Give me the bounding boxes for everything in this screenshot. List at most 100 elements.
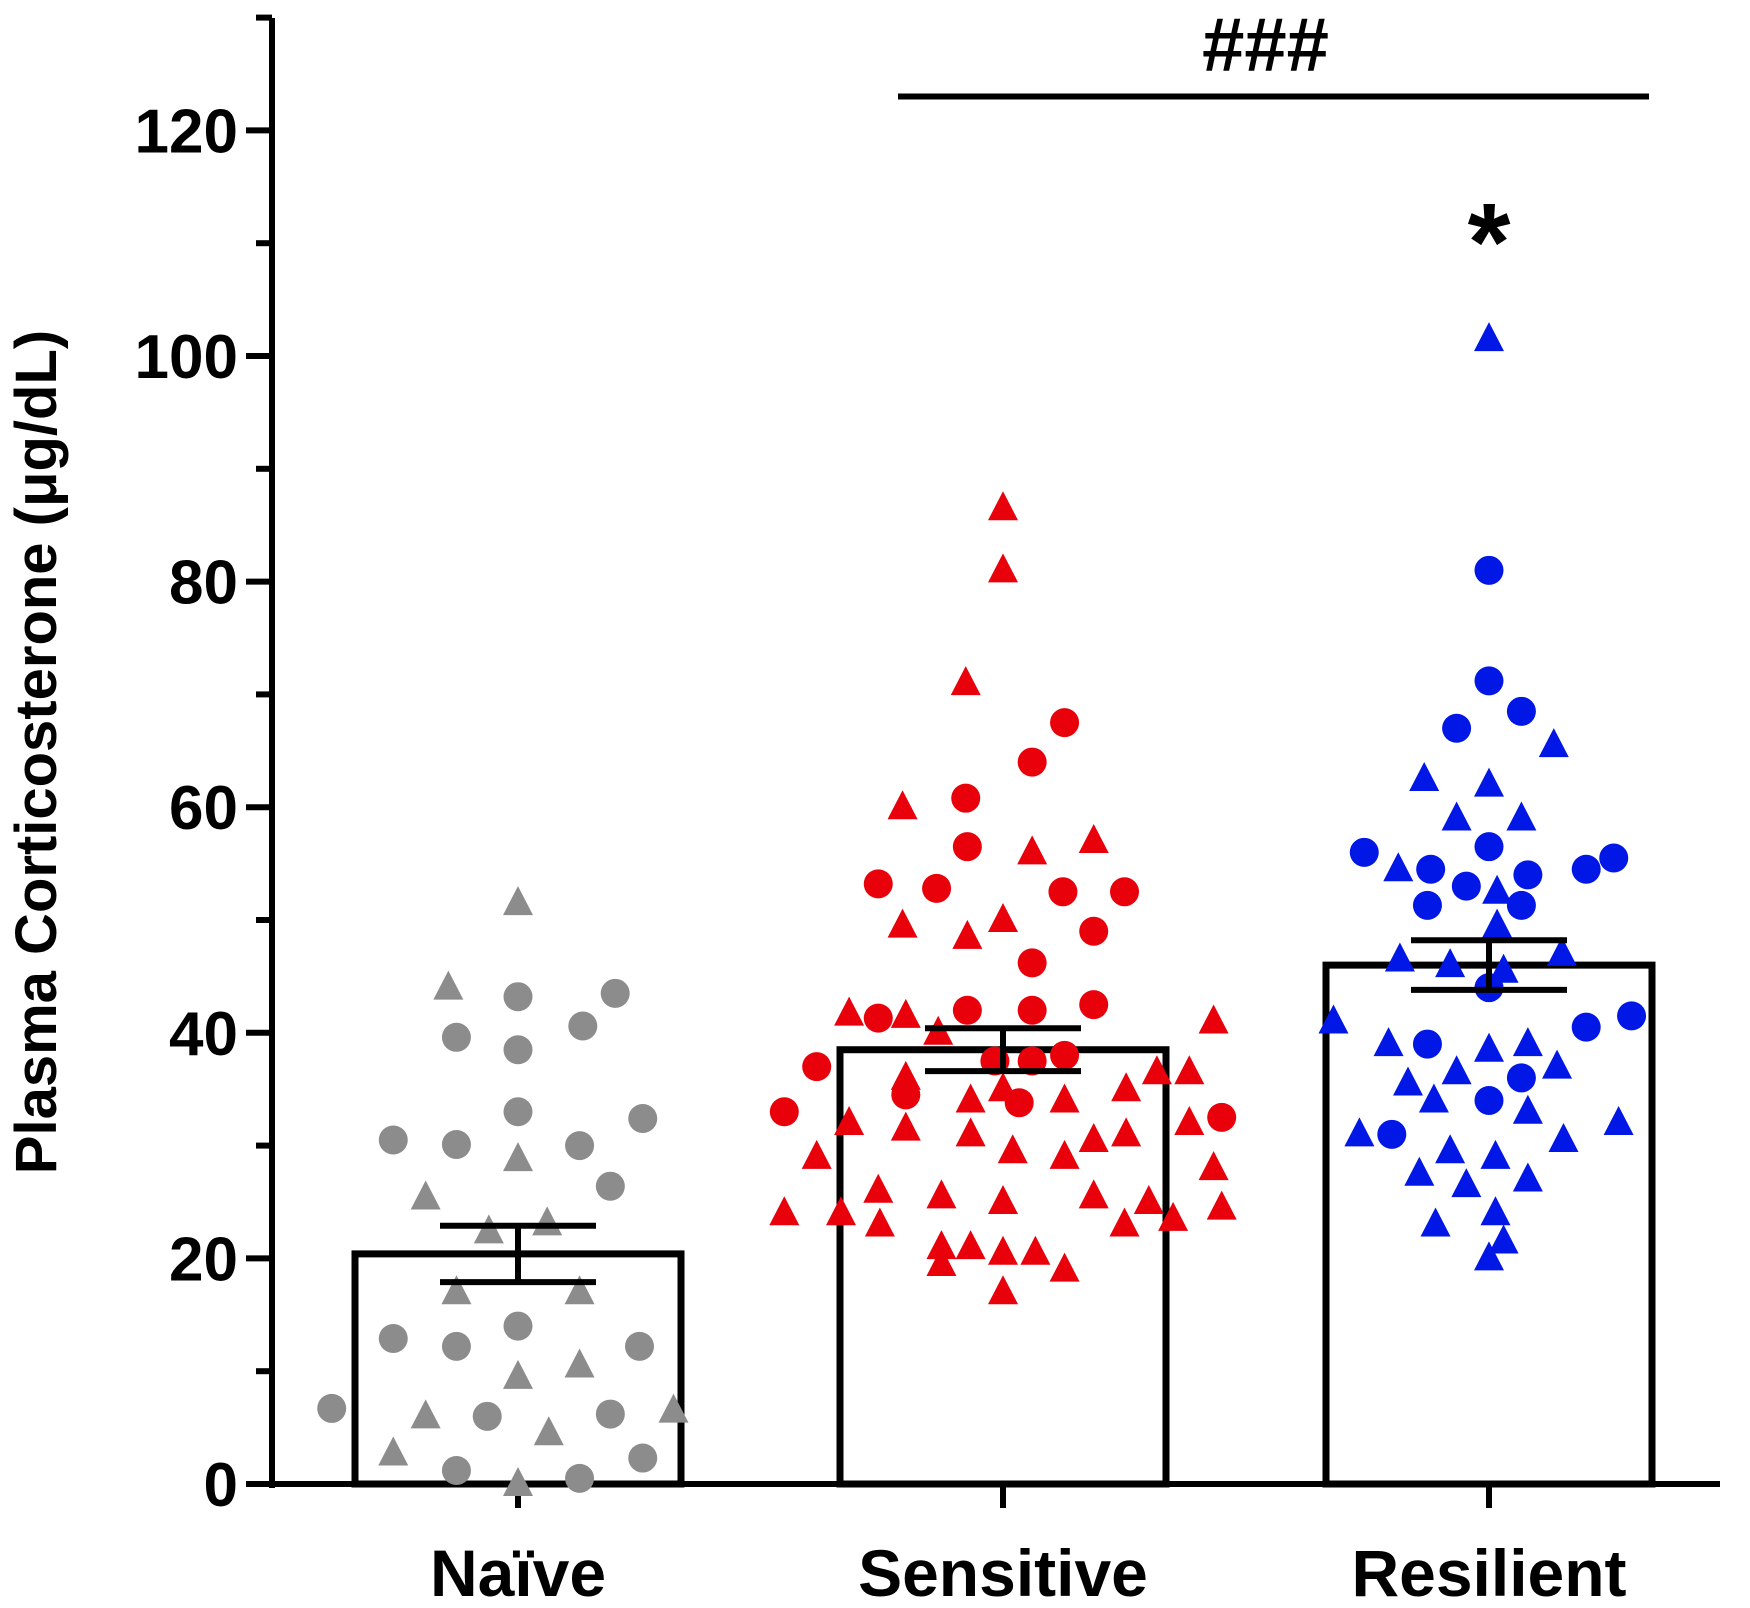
data-point-triangle [1482,908,1513,938]
data-point-triangle [955,1117,986,1147]
data-point-circle [802,1052,832,1082]
data-point-circle [625,1331,654,1361]
data-point-triangle [1078,824,1109,854]
bar [836,1046,1170,1488]
y-tick-label: 120 [135,97,238,166]
data-point-triangle [1198,1151,1229,1181]
data-point-circle [1017,747,1047,777]
data-point-triangle [564,1275,595,1305]
data-points [317,322,1647,1496]
data-point-triangle [433,970,464,1000]
data-point-triangle [801,1139,832,1169]
data-point-triangle [988,1275,1018,1305]
data-point-circle [1599,843,1629,873]
data-point-circle [1110,877,1139,907]
data-point-triangle [1506,801,1537,831]
data-point-circle [1571,854,1601,884]
data-point-triangle [658,1393,689,1423]
data-point-circle [503,982,533,1012]
data-point-circle [1442,713,1472,743]
data-point-triangle [1344,1117,1375,1147]
data-point-triangle [988,553,1018,583]
y-axis-label: Plasma Corticosterone (μg/dL) [4,330,69,1174]
data-point-circle [1474,555,1504,585]
data-point-circle [628,1104,658,1134]
data-point-triangle [834,1106,865,1136]
data-point-circle [1416,854,1446,884]
data-point-triangle [533,1416,564,1446]
data-point-triangle [988,491,1018,521]
data-point-circle [441,1455,471,1485]
data-point-triangle [863,1173,894,1203]
data-point-triangle [1017,835,1048,865]
data-point-triangle [826,1196,856,1226]
data-point-triangle [988,903,1018,932]
data-point-circle [891,1080,921,1110]
data-point-triangle [1078,1122,1109,1152]
data-point-circle [1412,1029,1442,1059]
data-point-triangle [1078,1179,1109,1209]
data-point-triangle [1174,1055,1205,1085]
data-point-triangle [1206,1190,1237,1220]
data-point-circle [628,1443,658,1473]
data-point-triangle [950,666,981,696]
y-tick-label: 40 [169,1000,238,1069]
data-point-circle [600,978,630,1008]
data-point-triangle [1373,1027,1404,1057]
data-point-triangle [378,1436,409,1466]
data-point-triangle [887,908,918,938]
data-point-triangle [503,1467,533,1496]
data-point-circle [1017,948,1047,978]
data-point-circle [1377,1119,1407,1149]
x-axis: Naïve Sensitive Resilient [269,1481,1720,1608]
y-tick-label: 60 [169,774,238,843]
data-point-triangle [988,1235,1018,1265]
data-point-circle [922,873,952,903]
data-point-triangle [1383,852,1414,882]
data-point-triangle [926,1247,957,1277]
data-point-triangle [1480,1139,1511,1169]
data-point-triangle [926,1230,957,1260]
data-point-circle [1412,890,1442,920]
data-point-triangle [1512,1162,1543,1192]
data-point-triangle [988,1185,1018,1214]
data-point-circle [565,1463,595,1493]
data-point-circle [952,995,982,1025]
data-point-circle [1571,1012,1601,1042]
data-point-triangle [1435,1134,1466,1164]
data-point-triangle [1049,1083,1080,1113]
y-tick-label: 20 [169,1225,238,1294]
data-point-circle [441,1331,471,1361]
data-point-circle [503,1097,533,1127]
data-point-triangle [1111,1072,1142,1102]
data-point-triangle [769,1196,800,1226]
data-point-triangle [1512,1027,1543,1057]
data-point-circle [1079,990,1109,1020]
data-point-triangle [1109,1207,1140,1237]
data-point-circle [378,1323,408,1353]
data-point-circle [769,1097,799,1127]
data-point-circle [1513,860,1543,890]
data-point-triangle [1474,322,1504,352]
error-bars [440,937,1567,1286]
data-point-circle [1004,1088,1034,1118]
data-point-triangle [955,1230,986,1260]
data-point-triangle [952,919,983,949]
data-point-circle [1506,1063,1536,1093]
data-point-triangle [503,886,533,916]
data-point-triangle [1020,1235,1051,1265]
data-point-circle [952,832,982,862]
data-point-triangle [1133,1185,1164,1214]
data-point-circle [565,1131,595,1161]
data-point-circle [568,1011,598,1041]
data-point-triangle [997,1134,1028,1164]
data-point-triangle [1512,1094,1543,1124]
y-axis: 0 20 40 60 80 100 120 [135,14,275,1520]
data-point-circle [1451,871,1481,901]
data-point-circle [1506,890,1536,920]
data-point-triangle [532,1206,563,1236]
data-point-circle [503,1035,533,1065]
x-tick-label: Sensitive [858,1536,1148,1608]
data-point-triangle [410,1399,441,1429]
y-tick-label: 0 [204,1451,238,1520]
